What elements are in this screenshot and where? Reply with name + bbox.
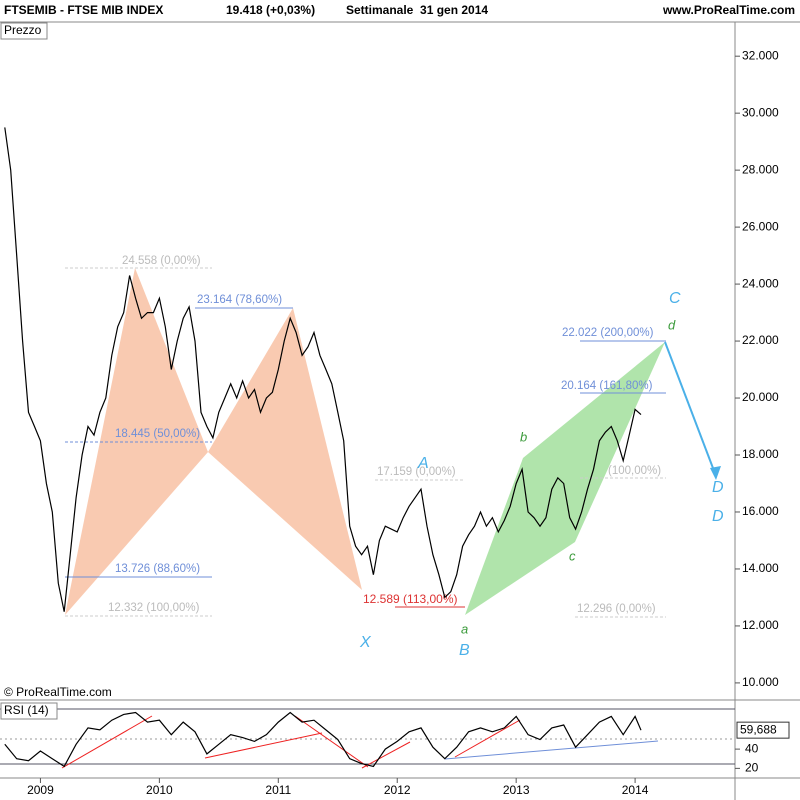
fib-label: 22.022 (200,00%) (562, 327, 654, 339)
panel-title: Prezzo (4, 23, 42, 37)
projection-arrow (664, 341, 717, 477)
fib-lines (65, 267, 666, 618)
fib-label: 24.558 (0,00%) (122, 255, 201, 267)
y-tick-label: 30.000 (742, 105, 779, 119)
pattern-bcd (208, 308, 362, 590)
wave-label: X (359, 634, 372, 651)
wave-label: C (669, 290, 681, 307)
wave-label: B (459, 642, 470, 659)
site: www.ProRealTime.com (662, 3, 795, 17)
trendline (204, 732, 323, 759)
copyright: © ProRealTime.com (4, 685, 112, 699)
y-tick-label: 24.000 (742, 276, 779, 290)
trendline (454, 719, 521, 758)
price-line (4, 711, 642, 768)
panel-title-box (0, 22, 48, 40)
wave-label: b (520, 429, 527, 444)
x-tick-label: 2009 (27, 783, 54, 797)
price-line (4, 127, 642, 612)
last-value-box (736, 721, 790, 739)
fib-label: 17.159 (0,00%) (377, 466, 456, 478)
y-tick-label: 12.000 (742, 618, 779, 632)
fib-label: 12.332 (100,00%) (108, 602, 200, 614)
trendline (361, 741, 411, 769)
wave-label: D (712, 479, 724, 496)
x-tick-label: 2013 (503, 783, 530, 797)
y-tick-label: 20 (745, 761, 759, 775)
fib-label: 23.164 (78,60%) (197, 294, 282, 306)
fib-label: 13.726 (88,60%) (115, 563, 200, 575)
panel-title-box (0, 702, 58, 720)
wave-label: c (569, 548, 576, 563)
y-tick-label: 22.000 (742, 333, 779, 347)
y-tick-label: 20.000 (742, 390, 779, 404)
y-tick-label: 18.000 (742, 447, 779, 461)
fib-label: 20.164 (161,80%) (561, 380, 653, 392)
arrow-head (710, 466, 721, 480)
x-tick-label: 2011 (265, 783, 291, 797)
y-tick-label: 14.000 (742, 561, 779, 575)
quote: 19.418 (+0,03%) (226, 3, 315, 17)
fib-label: 12.296 (0,00%) (577, 603, 656, 615)
y-tick-label: 16.000 (742, 504, 779, 518)
fib-label: 12.589 (113,00%) (363, 592, 458, 606)
y-tick-label: 40 (745, 741, 759, 755)
x-tick-label: 2010 (146, 783, 173, 797)
last-value-label: 59,688 (740, 722, 777, 736)
wave-label: d (668, 317, 676, 332)
wave-label: A (417, 455, 429, 472)
pattern-abcd (465, 342, 665, 615)
wave-label: D (712, 508, 724, 525)
x-tick-label: 2014 (622, 783, 649, 797)
trendline (61, 715, 153, 769)
y-tick-label: 28.000 (742, 162, 779, 176)
wave-label: a (461, 621, 468, 636)
symbol: FTSEMIB - FTSE MIB INDEX (4, 3, 163, 17)
fib-label: (100,00%) (608, 465, 661, 477)
x-tick-label: 2012 (384, 783, 411, 797)
y-tick-label: 10.000 (742, 675, 779, 689)
header-bar (0, 0, 800, 22)
trendline (444, 740, 659, 760)
y-tick-label: 32.000 (742, 48, 779, 62)
panel-title: RSI (14) (4, 703, 49, 717)
period: Settimanale 31 gen 2014 (346, 3, 488, 17)
trendline (294, 715, 369, 768)
fib-label: 18.445 (50,00%) (115, 428, 200, 440)
y-tick-label: 26.000 (742, 219, 779, 233)
